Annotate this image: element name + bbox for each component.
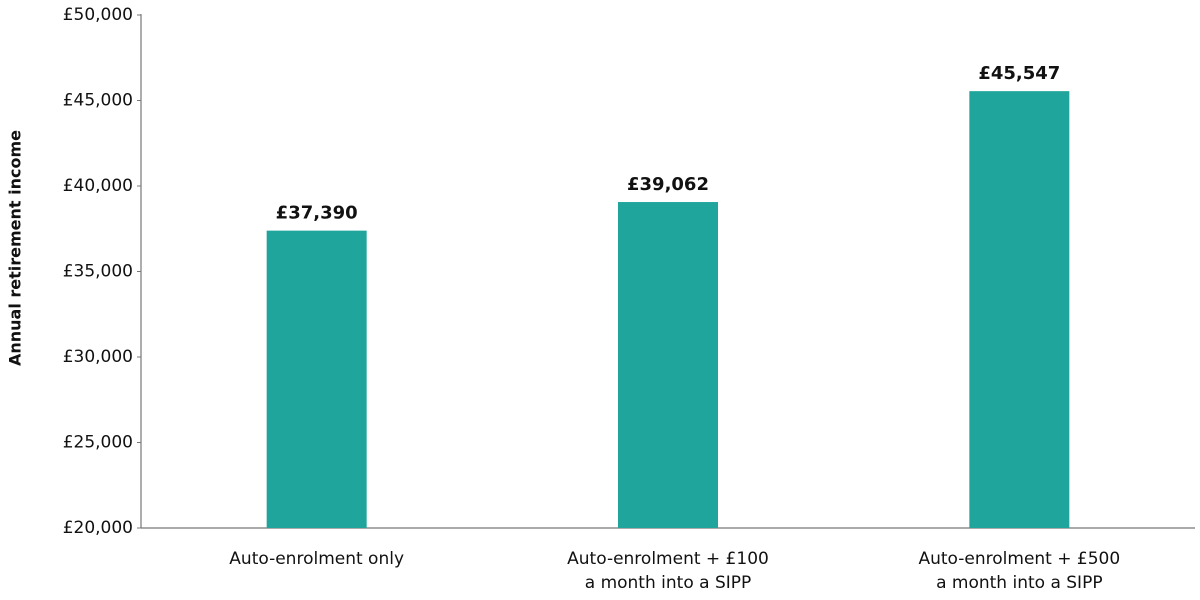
value-label: £39,062 (627, 174, 709, 195)
x-tick-label: Auto-enrolment + £500 (918, 549, 1120, 569)
value-label: £45,547 (978, 63, 1060, 84)
y-tick-label: £20,000 (63, 518, 133, 538)
y-tick-label: £35,000 (63, 262, 133, 282)
value-label: £37,390 (276, 203, 358, 224)
x-tick-label: Auto-enrolment only (229, 549, 404, 569)
y-tick-label: £45,000 (63, 91, 133, 111)
y-tick-label: £40,000 (63, 176, 133, 196)
x-tick-label: a month into a SIPP (936, 573, 1103, 593)
x-tick-label: Auto-enrolment + £100 (567, 549, 769, 569)
y-tick-label: £50,000 (63, 5, 133, 25)
bar (969, 91, 1070, 528)
y-tick-label: £30,000 (63, 347, 133, 367)
x-tick-label: a month into a SIPP (585, 573, 752, 593)
y-axis-label: Annual retirement income (6, 130, 25, 366)
bar (266, 230, 367, 529)
bar (618, 202, 718, 528)
y-tick-label: £25,000 (63, 433, 133, 453)
